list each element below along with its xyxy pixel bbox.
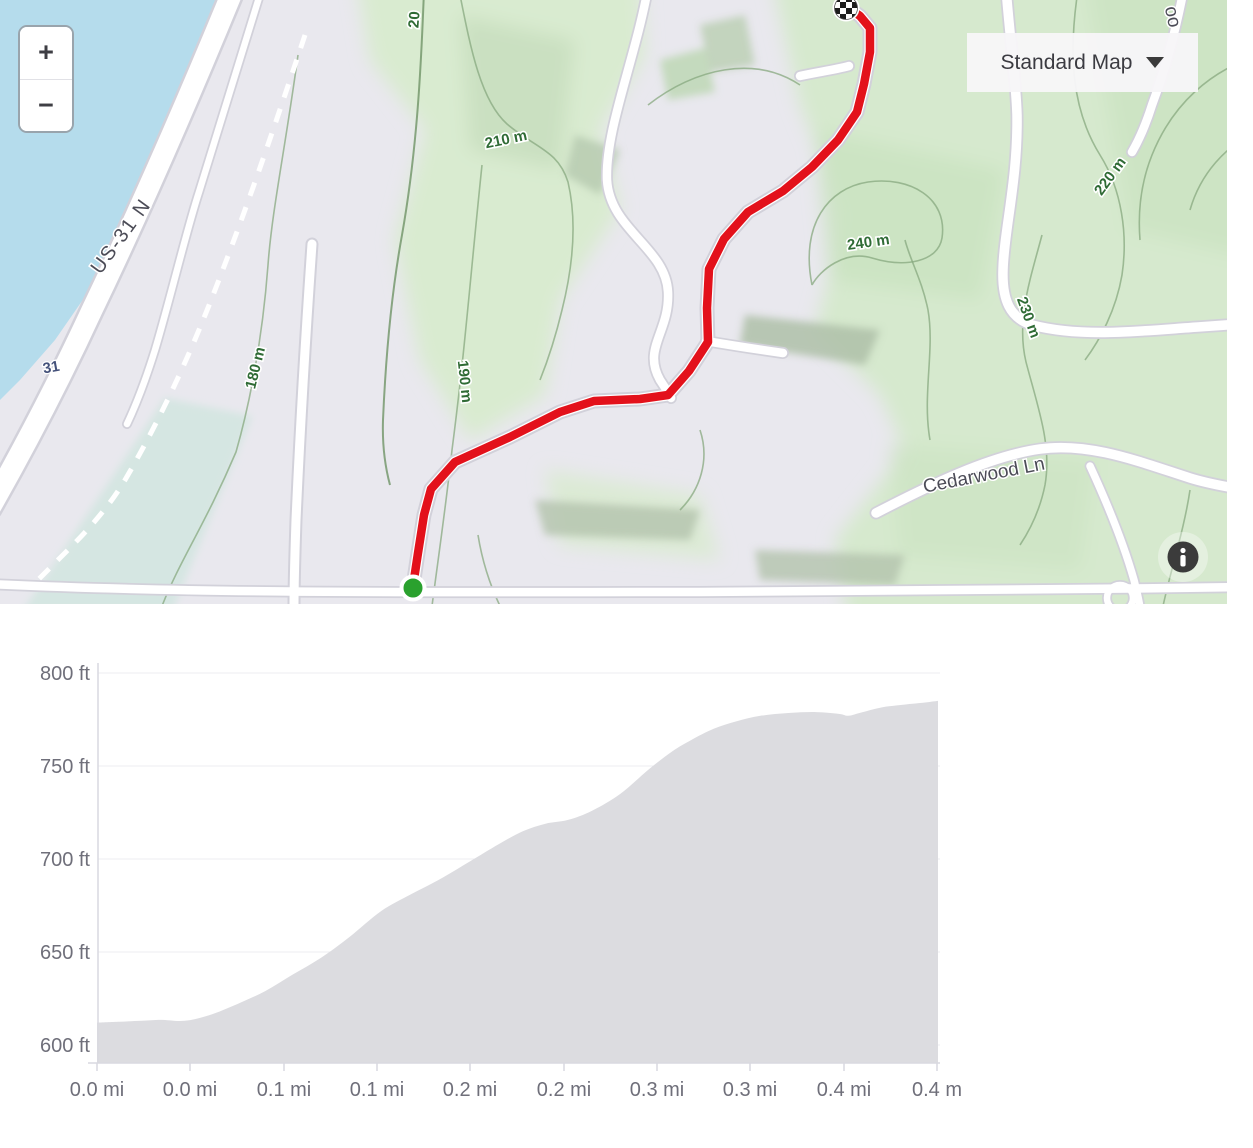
svg-text:0.3 mi: 0.3 mi bbox=[723, 1079, 777, 1101]
elevation-area-series[interactable] bbox=[97, 700, 938, 1063]
road-label-partial: oo bbox=[1160, 4, 1185, 29]
svg-text:700 ft: 700 ft bbox=[40, 849, 90, 871]
svg-text:0.1 mi: 0.1 mi bbox=[257, 1079, 311, 1101]
zoom-in-button[interactable]: + bbox=[20, 27, 72, 79]
chart-y-axis-labels: 800 ft 750 ft 700 ft 650 ft 600 ft bbox=[40, 663, 90, 1057]
finish-flag-marker bbox=[832, 0, 860, 22]
map-layer-selector[interactable]: Standard Map bbox=[967, 33, 1198, 92]
chart-axes bbox=[88, 663, 940, 1071]
chart-x-axis-labels: 0.0 mi 0.0 mi 0.1 mi 0.1 mi 0.2 mi 0.2 m… bbox=[70, 1079, 962, 1101]
start-marker bbox=[399, 574, 427, 602]
road-label-31: 31 bbox=[42, 358, 61, 378]
svg-text:0.3 mi: 0.3 mi bbox=[630, 1079, 684, 1101]
svg-text:0.2 mi: 0.2 mi bbox=[537, 1079, 591, 1101]
contour-lines bbox=[161, 0, 1227, 604]
layer-selector-label: Standard Map bbox=[1000, 50, 1133, 74]
svg-text:650 ft: 650 ft bbox=[40, 942, 90, 964]
svg-text:0.0 mi: 0.0 mi bbox=[163, 1079, 217, 1101]
route-line bbox=[408, 1, 875, 591]
svg-text:0.0 mi: 0.0 mi bbox=[70, 1079, 124, 1101]
svg-text:0.1 mi: 0.1 mi bbox=[350, 1079, 404, 1101]
wetland-band bbox=[27, 398, 252, 604]
svg-text:600 ft: 600 ft bbox=[40, 1035, 90, 1057]
svg-text:800 ft: 800 ft bbox=[40, 663, 90, 685]
elevation-chart[interactable]: 800 ft 750 ft 700 ft 650 ft 600 ft 0.0 m… bbox=[0, 640, 1253, 1110]
contour-label-20: 20 bbox=[405, 11, 423, 29]
svg-text:0.4 m: 0.4 m bbox=[912, 1079, 962, 1101]
svg-text:0.2 mi: 0.2 mi bbox=[443, 1079, 497, 1101]
svg-text:750 ft: 750 ft bbox=[40, 756, 90, 778]
map-zoom-control: + − bbox=[18, 25, 74, 133]
foot-path-dashed bbox=[28, 34, 308, 590]
info-icon[interactable] bbox=[1158, 532, 1208, 582]
svg-text:0.4 mi: 0.4 mi bbox=[817, 1079, 871, 1101]
zoom-out-button[interactable]: − bbox=[20, 78, 72, 131]
elevation-chart-svg: 800 ft 750 ft 700 ft 650 ft 600 ft 0.0 m… bbox=[40, 663, 962, 1101]
chevron-down-icon bbox=[1146, 57, 1165, 68]
